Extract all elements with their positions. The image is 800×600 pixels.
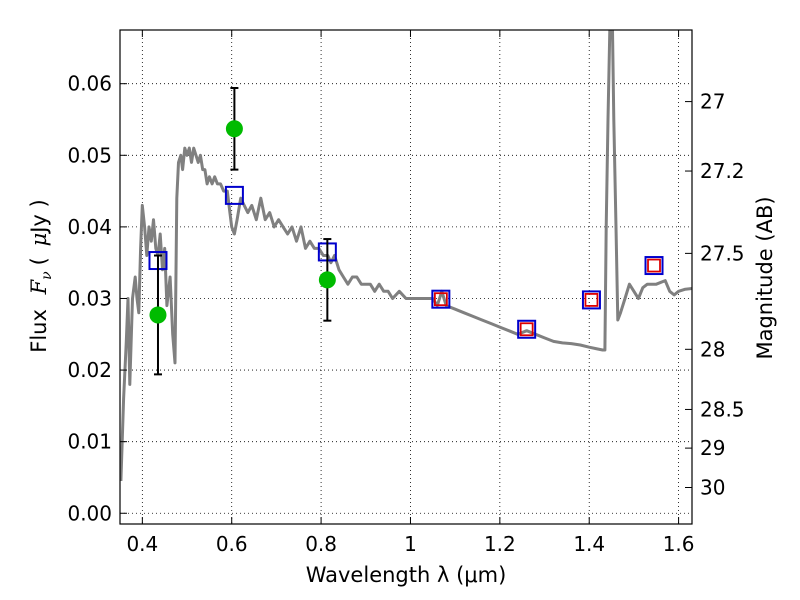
y-axis-label-close: ) — [27, 199, 51, 207]
model-flux-square — [224, 185, 244, 205]
observed-flux-point — [149, 306, 167, 324]
sed-model-curve — [120, 30, 692, 482]
x-tick-label: 1.4 — [573, 532, 605, 556]
observed-flux-point — [318, 271, 336, 289]
y-tick-label: 0.05 — [67, 143, 112, 167]
y2-tick-label: 27 — [700, 90, 725, 114]
x-tick-label: 0.6 — [216, 532, 248, 556]
y2-axis-label: Magnitude (AB) — [753, 196, 777, 359]
sed-model-layer — [120, 30, 692, 482]
y2-tick-label: 27.5 — [700, 241, 745, 265]
y-axis-label-micro: μ — [27, 233, 51, 247]
y-axis-label-subscript: ν — [39, 271, 55, 280]
y-tick-label: 0.03 — [67, 286, 112, 310]
y2-tick-label: 28.5 — [700, 397, 745, 421]
y-axis-label-open: ( — [27, 257, 51, 265]
measured-flux-square — [584, 293, 599, 307]
photometry-markers — [148, 86, 664, 376]
model-flux-square — [517, 319, 537, 339]
observed-flux-point — [225, 120, 243, 138]
y-tick-label: 0.00 — [67, 501, 112, 525]
plot-frame — [119, 29, 693, 525]
x-tick-label: 1.6 — [663, 532, 695, 556]
y-axis-label-symbol: F — [27, 278, 51, 295]
y-axis-label: Flux Fν ( μJy ) — [27, 199, 55, 353]
y-tick-label: 0.04 — [67, 215, 112, 239]
x-tick-label: 1 — [404, 532, 417, 556]
measured-flux-square — [647, 258, 661, 273]
y-tick-label: 0.02 — [67, 358, 112, 382]
y-axis-label-flux: Flux — [27, 309, 51, 353]
x-tick-label: 0.8 — [305, 532, 337, 556]
axis-ticks: 0.4 0.6 0.8 1 1.2 1.4 1.6 0.00 0.01 0.02 0.03 0.04 0… — [67, 30, 745, 556]
x-axis-label: Wavelength λ (μm) — [306, 563, 507, 587]
y2-tick-label: 29 — [700, 436, 725, 460]
measured-flux-square — [433, 292, 448, 307]
y-tick-label: 0.01 — [67, 430, 112, 454]
model-flux-square — [431, 289, 451, 309]
y2-tick-label: 27.2 — [700, 159, 745, 183]
y2-tick-label: 30 — [700, 475, 725, 499]
model-flux-square — [644, 256, 664, 276]
x-tick-label: 1.2 — [484, 532, 516, 556]
y2-tick-label: 28 — [700, 337, 725, 361]
measured-flux-square — [519, 322, 534, 337]
model-flux-square — [581, 290, 601, 310]
x-tick-label: 0.4 — [126, 532, 158, 556]
y-axis-label-unit: Jy — [27, 214, 51, 235]
y-tick-label: 0.06 — [67, 72, 112, 96]
